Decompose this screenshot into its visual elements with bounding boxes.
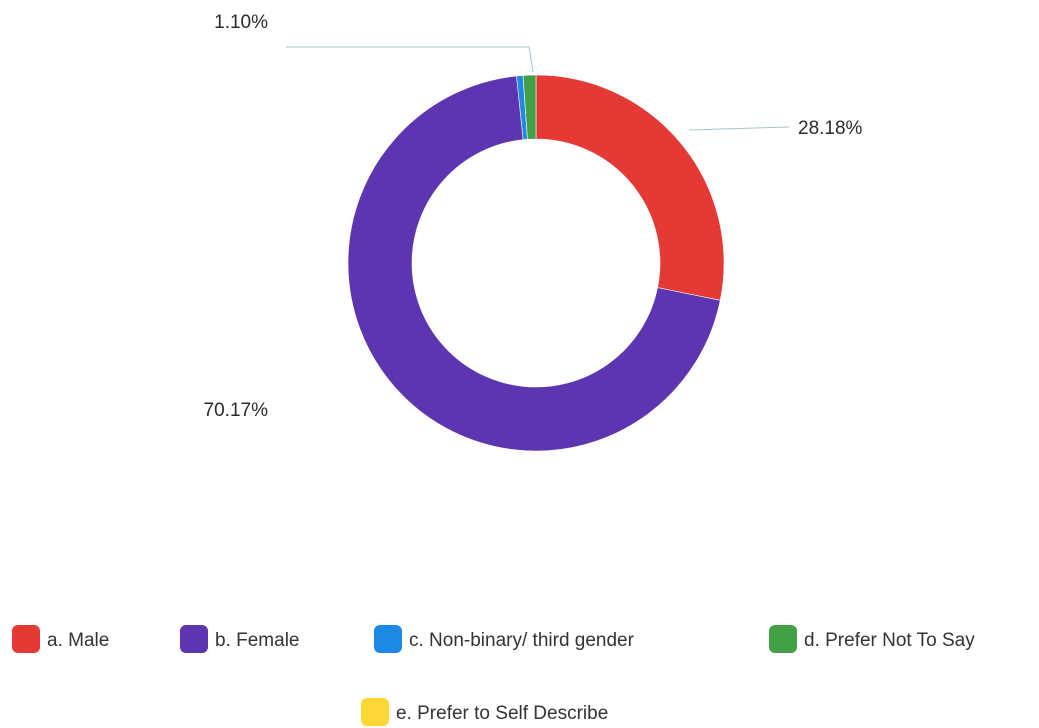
slice-d-prefer-not-to-say bbox=[522, 74, 537, 140]
legend-item-d-prefer-not-to-say[interactable]: d. Prefer Not To Say bbox=[769, 625, 975, 653]
donut-slices bbox=[347, 74, 725, 452]
legend-swatch bbox=[374, 625, 402, 653]
legend-label: e. Prefer to Self Describe bbox=[396, 703, 608, 724]
data-labels: 28.18% 70.17% 1.10% bbox=[204, 12, 863, 421]
legend-item-e-prefer-to-self-describe[interactable]: e. Prefer to Self Describe bbox=[361, 698, 608, 726]
legend-swatch bbox=[361, 698, 389, 726]
slice-a-male bbox=[535, 74, 725, 301]
data-label-a-male: 28.18% bbox=[798, 118, 863, 139]
legend-item-c-non-binary-third-gender[interactable]: c. Non-binary/ third gender bbox=[374, 625, 635, 653]
slice-b-female bbox=[347, 75, 721, 452]
leader-line-a-male bbox=[688, 126, 790, 131]
legend-item-a-male[interactable]: a. Male bbox=[12, 625, 109, 653]
legend: a. Male b. Female c. Non-binary/ third gen… bbox=[12, 625, 975, 726]
legend-label: b. Female bbox=[215, 630, 299, 651]
legend-label: a. Male bbox=[47, 630, 109, 651]
legend-label: d. Prefer Not To Say bbox=[804, 630, 975, 651]
data-label-d-prefer-not-to-say: 1.10% bbox=[214, 12, 268, 33]
legend-swatch bbox=[769, 625, 797, 653]
leader-lines bbox=[286, 46, 790, 131]
legend-swatch bbox=[180, 625, 208, 653]
legend-swatch bbox=[12, 625, 40, 653]
legend-label: c. Non-binary/ third gender bbox=[409, 630, 635, 651]
leader-line-d-prefer-not-to-say bbox=[286, 46, 534, 73]
data-label-b-female: 70.17% bbox=[204, 400, 269, 421]
legend-item-b-female[interactable]: b. Female bbox=[180, 625, 299, 653]
